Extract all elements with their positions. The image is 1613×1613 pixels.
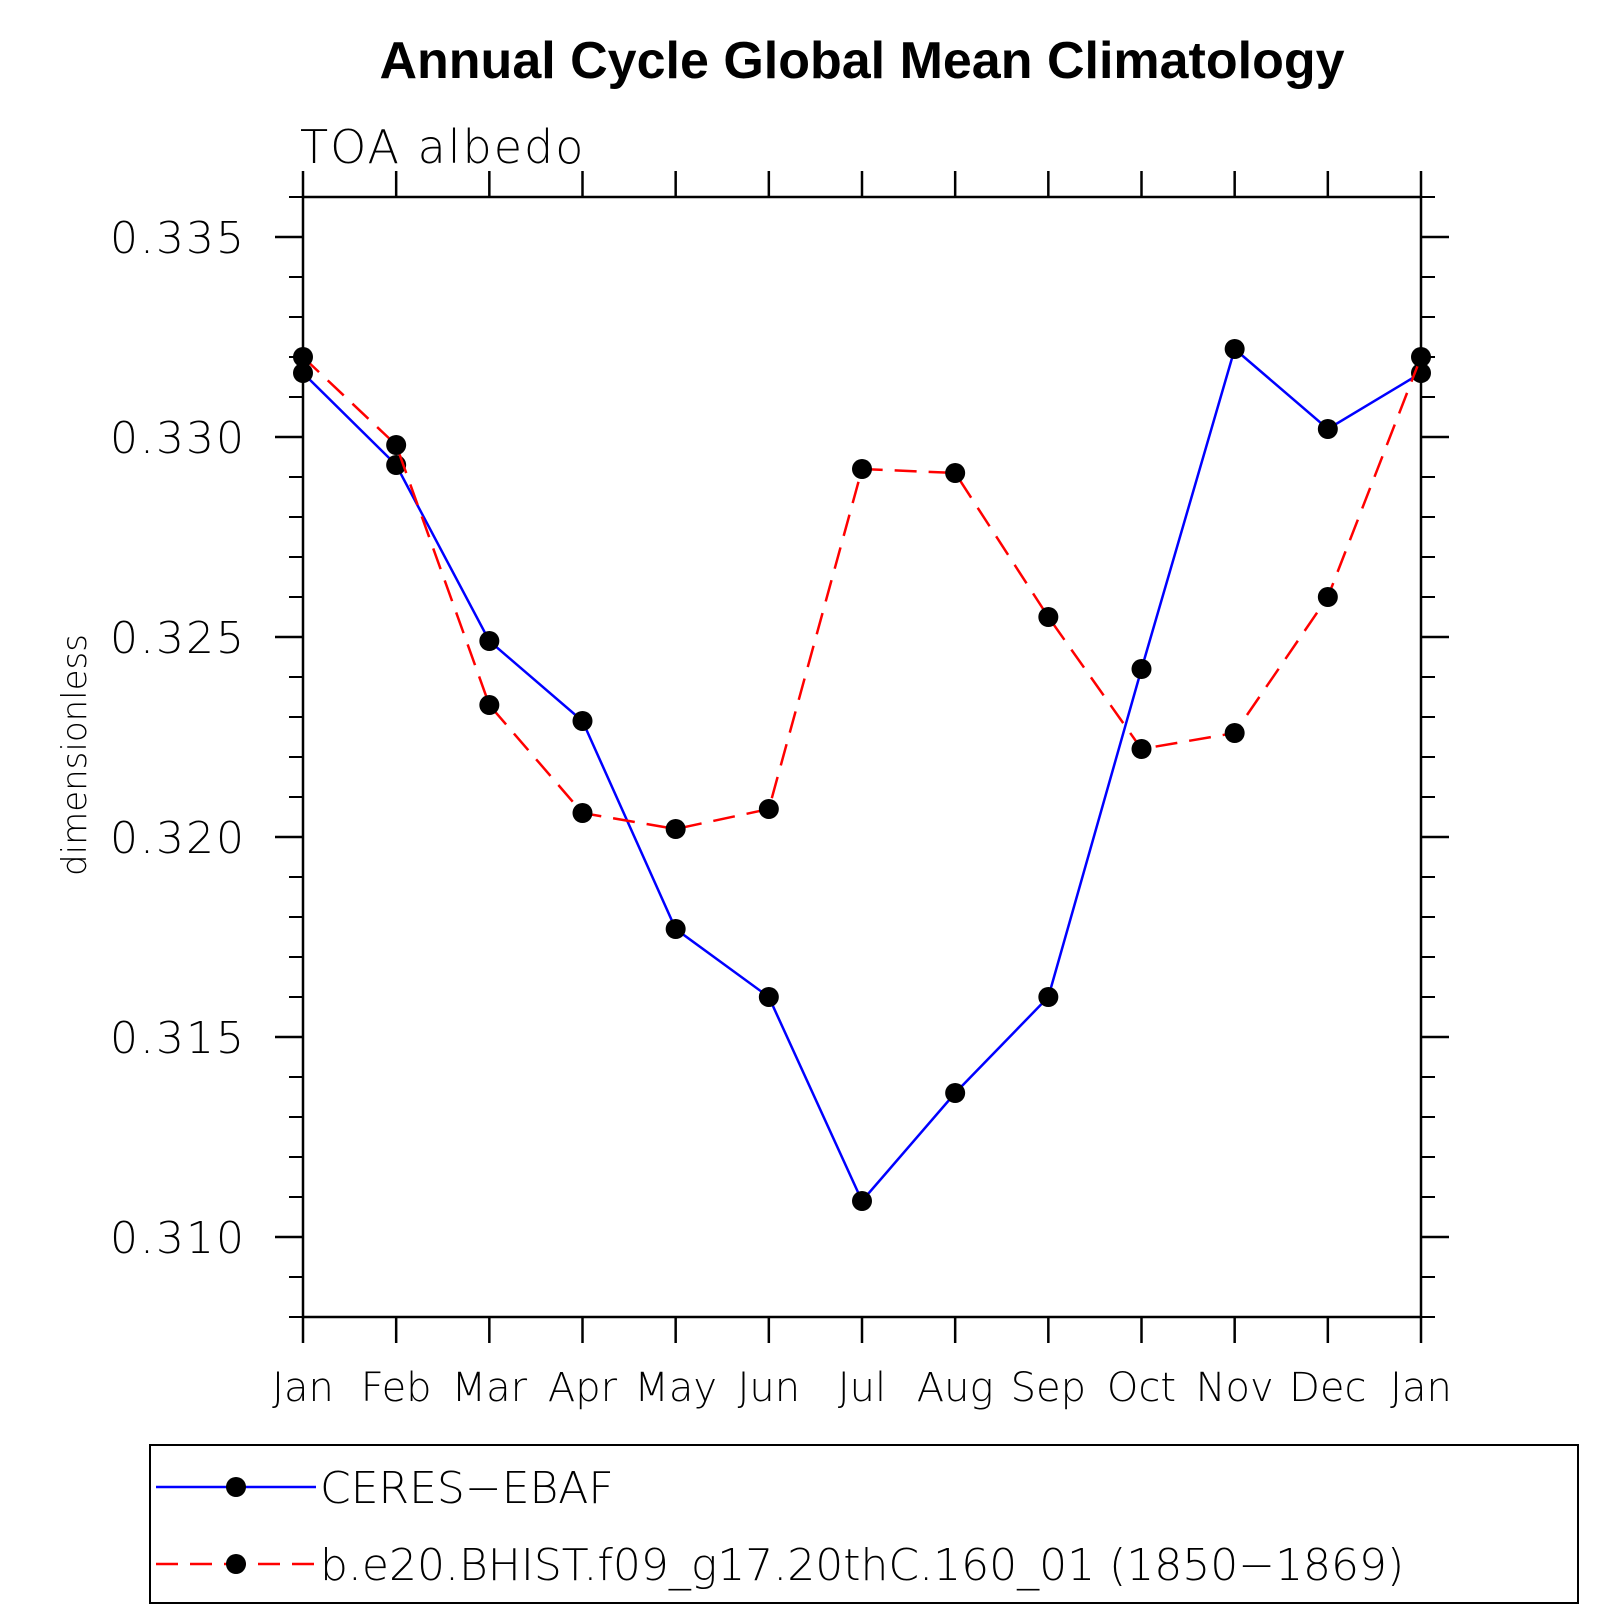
y-tick-label: 0.330 <box>110 413 246 464</box>
x-tick-label: Jun <box>738 1365 801 1411</box>
x-tick-label: Feb <box>361 1365 432 1411</box>
data-point <box>293 363 313 383</box>
series-line <box>302 356 1423 831</box>
data-point <box>758 987 779 1007</box>
legend-label: CERES−EBAF <box>320 1463 614 1514</box>
data-point <box>665 919 686 939</box>
data-point <box>1411 347 1431 367</box>
x-tick-label: Dec <box>1289 1365 1366 1411</box>
data-point <box>479 631 500 651</box>
legend-label: b.e20.BHIST.f09_g17.20thC.160_01 (1850−1… <box>320 1540 1404 1591</box>
data-point <box>1038 987 1059 1007</box>
x-tick-label: Sep <box>1011 1365 1086 1411</box>
x-tick-label: Jan <box>272 1365 334 1411</box>
x-tick-label: Nov <box>1196 1365 1274 1411</box>
data-point <box>945 463 966 483</box>
y-tick-label: 0.310 <box>110 1213 246 1264</box>
data-point <box>572 711 593 731</box>
y-tick-label: 0.315 <box>110 1013 246 1064</box>
data-point <box>945 1083 966 1103</box>
x-tick-label: Oct <box>1107 1365 1176 1411</box>
series-group <box>293 339 1431 1211</box>
x-tick-label: May <box>634 1365 717 1411</box>
x-tick-label: Aug <box>917 1365 994 1411</box>
x-tick-label: Jan <box>1390 1365 1452 1411</box>
data-point <box>1038 607 1059 627</box>
legend-box <box>149 1444 1579 1604</box>
y-axis-label: dimensionless <box>55 634 95 876</box>
data-point <box>1317 587 1338 607</box>
data-point <box>852 1191 872 1211</box>
legend-item: CERES−EBAF <box>156 1463 614 1514</box>
series-1 <box>293 339 1431 1211</box>
x-tick-label: Jul <box>838 1365 886 1411</box>
axes: Jan Feb Mar Apr May Jun Jul Aug Sep Oct Nov Dec Jan 0… <box>110 171 1452 1411</box>
legend: CERES−EBAF b.e20.BHIST.f09_g17.20thC.160_… <box>149 1444 1579 1604</box>
data-point <box>1317 419 1338 439</box>
data-point <box>852 459 872 479</box>
y-tick-label: 0.335 <box>110 213 246 264</box>
series-2 <box>293 347 1431 839</box>
y-tick-label: 0.320 <box>110 813 246 864</box>
data-point <box>1131 739 1152 759</box>
data-point <box>665 819 686 839</box>
data-point <box>572 803 593 823</box>
y-tick-label: 0.325 <box>110 613 246 664</box>
data-point <box>386 435 407 455</box>
x-tick-label: Mar <box>452 1365 528 1411</box>
chart-title: Annual Cycle Global Mean Climatology <box>379 32 1344 90</box>
data-point <box>479 695 500 715</box>
chart-subtitle: TOA albedo <box>300 120 585 174</box>
legend-item: b.e20.BHIST.f09_g17.20thC.160_01 (1850−1… <box>156 1540 1404 1591</box>
legend-marker <box>226 1477 246 1497</box>
x-tick-label: Apr <box>548 1365 618 1411</box>
data-point <box>293 347 313 367</box>
data-point <box>1131 659 1152 679</box>
legend-marker <box>226 1554 246 1574</box>
data-point <box>1224 723 1245 743</box>
data-point <box>758 799 779 819</box>
data-point <box>1224 339 1245 359</box>
